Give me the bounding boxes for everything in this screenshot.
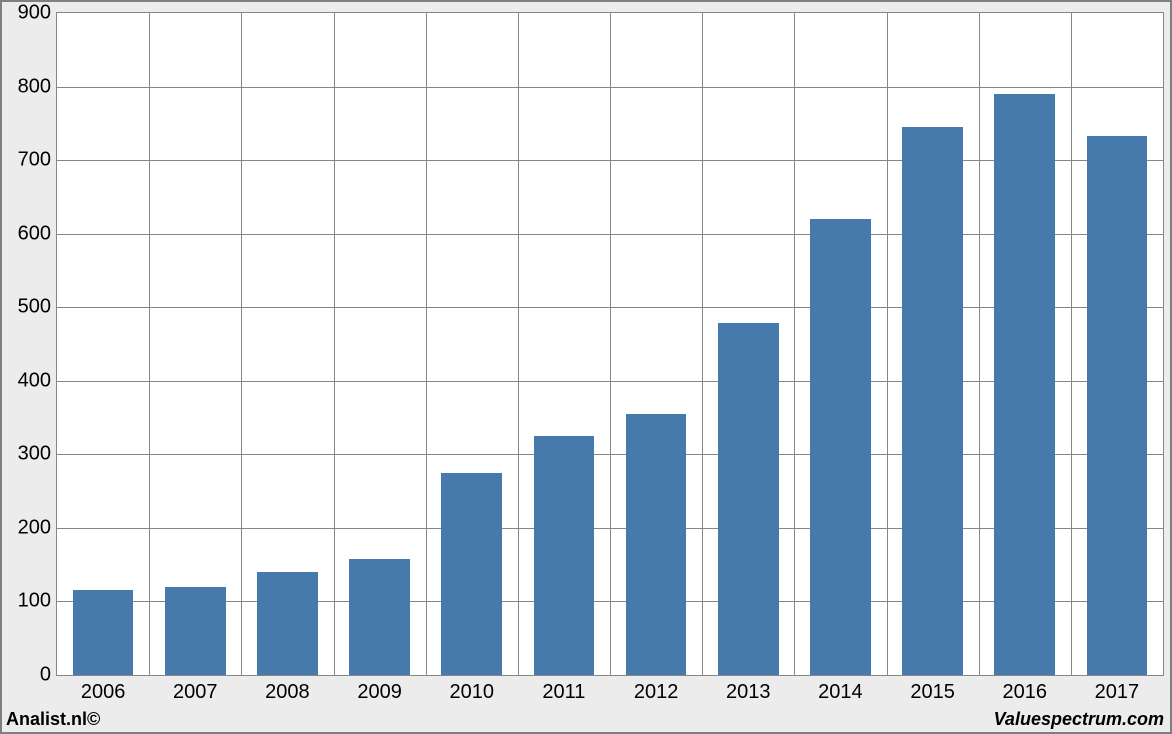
- x-tick-label: 2011: [542, 675, 585, 704]
- x-tick-label: 2009: [357, 675, 402, 704]
- gridline-v: [702, 13, 703, 675]
- gridline-v: [149, 13, 150, 675]
- plot-area: 0100200300400500600700800900200620072008…: [56, 12, 1164, 676]
- gridline-v: [610, 13, 611, 675]
- bar: [718, 323, 779, 675]
- bar: [73, 590, 134, 675]
- y-tick-label: 700: [18, 149, 57, 172]
- y-tick-label: 0: [40, 664, 57, 687]
- chart-frame: 0 100 200 300 400 500 600 700 800 900 2006 2007 2008…: [0, 0, 1172, 734]
- x-tick-label: 2017: [1095, 675, 1140, 704]
- x-tick-label: 2014: [818, 675, 863, 704]
- x-tick-label: 2012: [634, 675, 679, 704]
- gridline-v: [794, 13, 795, 675]
- gridline-v: [241, 13, 242, 675]
- bar: [810, 219, 871, 675]
- bar: [994, 94, 1055, 675]
- bar: [626, 414, 687, 675]
- gridline-v: [334, 13, 335, 675]
- y-tick-label: 100: [18, 590, 57, 613]
- bar: [1087, 136, 1148, 675]
- y-tick-label: 800: [18, 75, 57, 98]
- bar: [349, 559, 410, 675]
- x-tick-label: 2006: [81, 675, 126, 704]
- footer-left-credit: Analist.nl©: [6, 709, 100, 730]
- y-tick-label: 500: [18, 296, 57, 319]
- bar: [902, 127, 963, 675]
- y-tick-label: 900: [18, 2, 57, 25]
- x-tick-label: 2010: [450, 675, 495, 704]
- gridline-v: [979, 13, 980, 675]
- x-tick-label: 2015: [910, 675, 955, 704]
- gridline-v: [426, 13, 427, 675]
- gridline-v: [1071, 13, 1072, 675]
- bar: [165, 587, 226, 675]
- footer-right-credit: Valuespectrum.com: [994, 709, 1164, 730]
- x-tick-label: 2016: [1003, 675, 1048, 704]
- x-tick-label: 2013: [726, 675, 771, 704]
- x-tick-label: 2008: [265, 675, 310, 704]
- gridline-v: [887, 13, 888, 675]
- y-tick-label: 600: [18, 222, 57, 245]
- x-tick-label: 2007: [173, 675, 218, 704]
- y-tick-label: 300: [18, 443, 57, 466]
- bar: [534, 436, 595, 675]
- y-tick-label: 200: [18, 516, 57, 539]
- y-tick-label: 400: [18, 369, 57, 392]
- gridline-v: [518, 13, 519, 675]
- bar: [441, 473, 502, 675]
- bar: [257, 572, 318, 675]
